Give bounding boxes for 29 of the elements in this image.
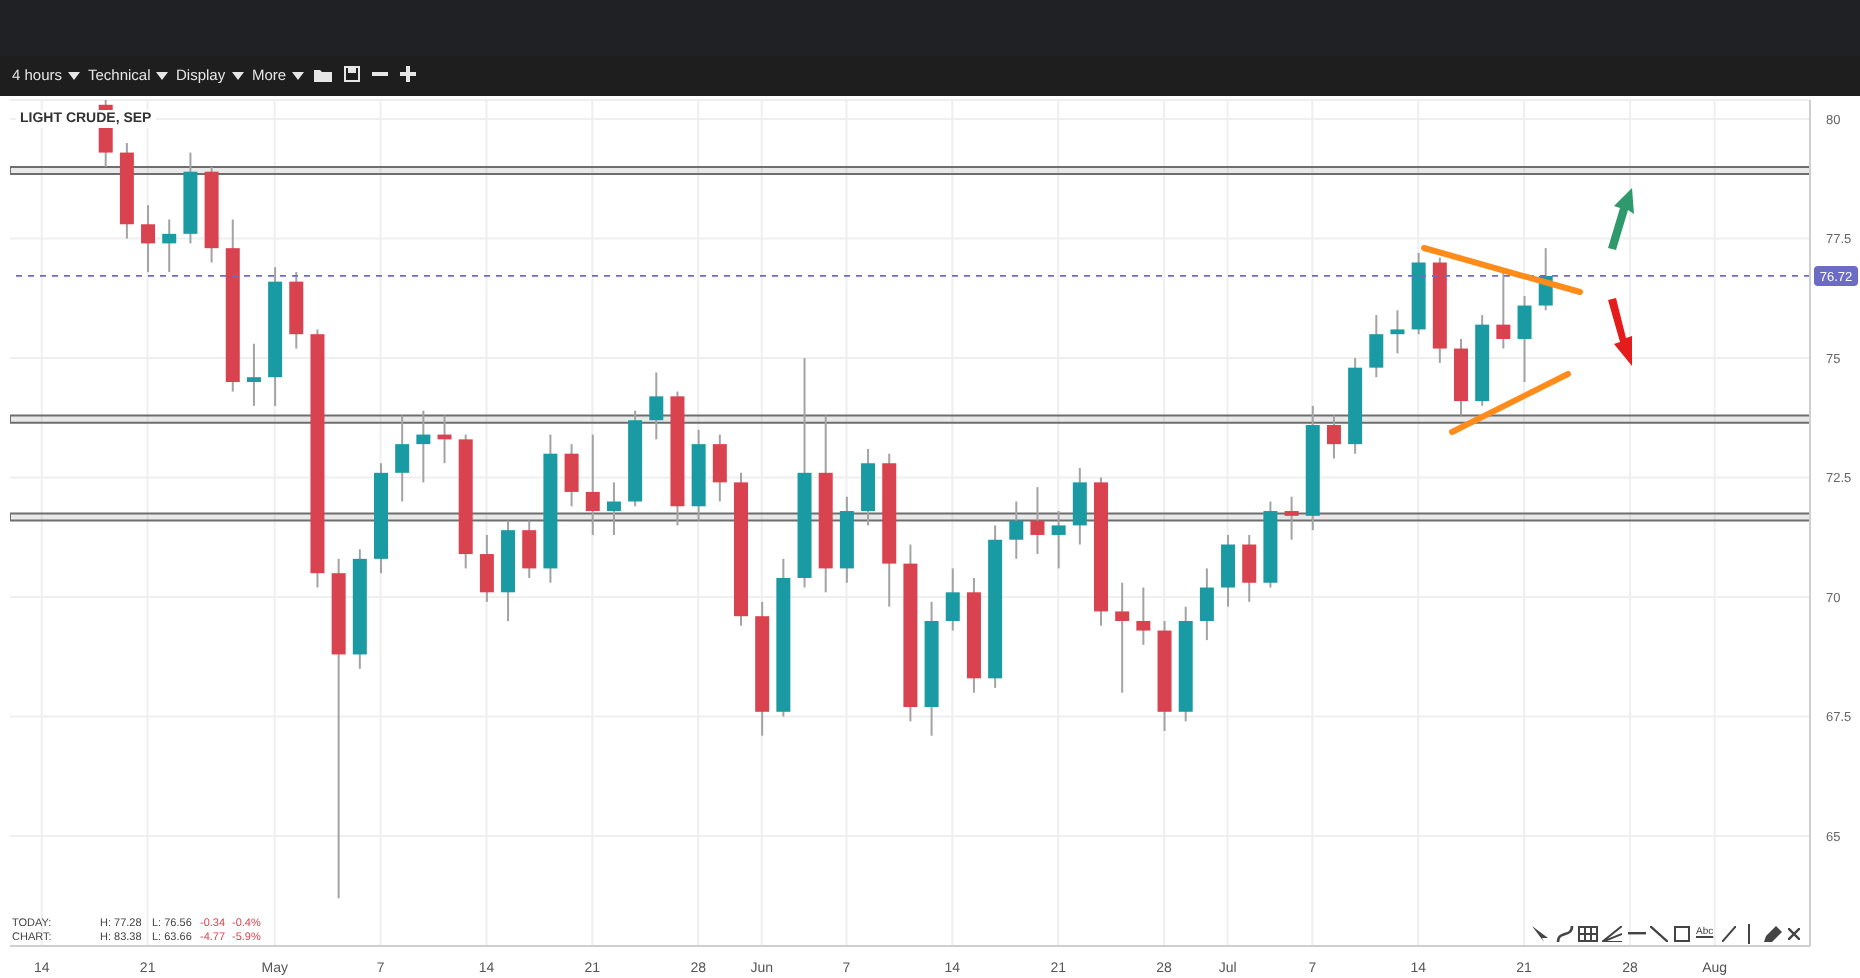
candlestick: [1136, 586, 1151, 646]
candlestick: [522, 519, 537, 579]
candlestick: [649, 371, 664, 441]
candlestick: [712, 433, 727, 503]
candlestick: [1496, 271, 1511, 350]
candlestick: [1009, 500, 1024, 560]
candlestick: [246, 342, 261, 407]
candlestick: [416, 409, 431, 484]
candlestick: [162, 218, 177, 274]
candlestick: [479, 533, 494, 603]
candlestick: [1030, 486, 1045, 556]
candlestick: [1199, 567, 1214, 642]
candlestick: [1051, 510, 1066, 570]
candlestick: [395, 414, 410, 503]
candlestick: [1221, 533, 1236, 608]
candlestick: [141, 204, 156, 274]
candlestick: [564, 443, 579, 508]
candlestick: [1390, 309, 1405, 355]
candlestick: [1326, 414, 1341, 460]
candlestick: [1284, 495, 1299, 541]
candlestick: [606, 481, 621, 536]
candlestick: [1369, 314, 1384, 379]
candlestick: [1072, 467, 1087, 546]
candlestick: [861, 447, 876, 527]
candlestick: [1242, 533, 1257, 603]
candlestick: [1115, 581, 1130, 694]
candlestick: [585, 433, 600, 536]
candlestick: [1517, 294, 1532, 383]
candlestick: [945, 567, 960, 632]
